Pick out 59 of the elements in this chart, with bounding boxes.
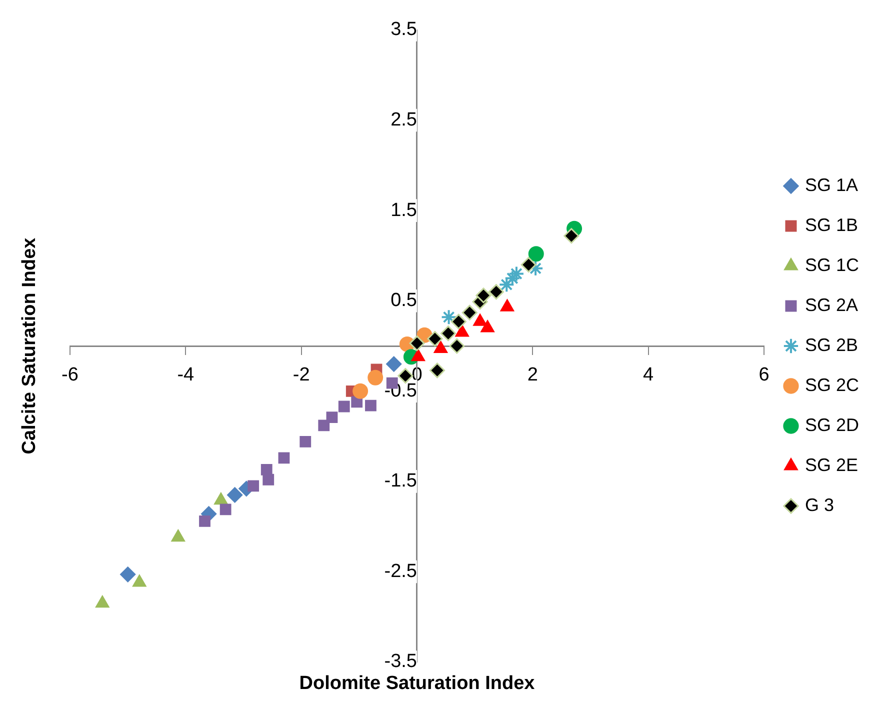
- point: [220, 504, 232, 516]
- point: [564, 228, 580, 244]
- y-tick-label: 3.5: [390, 19, 417, 40]
- legend-label: G 3: [804, 494, 834, 515]
- point: [488, 284, 504, 300]
- y-axis-title: Calcite Saturation Index: [19, 237, 40, 454]
- point: [132, 574, 146, 587]
- point: [528, 246, 544, 262]
- legend-label: SG 1C: [804, 254, 860, 275]
- point: [300, 436, 312, 448]
- point: [368, 370, 384, 386]
- y-tick-label: -2.5: [384, 560, 417, 582]
- point: [96, 596, 110, 608]
- point: [262, 474, 274, 486]
- point: [386, 356, 402, 372]
- point: [278, 452, 290, 464]
- x-tick-label: 4: [643, 364, 654, 386]
- point: [199, 515, 210, 527]
- point: [326, 412, 338, 424]
- point: [520, 256, 536, 272]
- point: [429, 362, 445, 378]
- point: [260, 464, 272, 476]
- point: [427, 331, 443, 347]
- x-tick-label: -2: [292, 364, 310, 386]
- y-tick-label: 1.5: [390, 200, 417, 221]
- x-axis-title: Dolomite Saturation Index: [299, 673, 536, 694]
- point: [214, 492, 228, 505]
- y-tick-label: 0.5: [390, 290, 417, 312]
- legend-label: SG 1B: [804, 214, 858, 235]
- point: [462, 304, 478, 320]
- x-tick-label: -6: [62, 364, 78, 386]
- point: [528, 260, 544, 276]
- point: [352, 383, 368, 399]
- point: [449, 338, 465, 354]
- legend-label: SG 2A: [804, 294, 858, 315]
- point: [440, 326, 456, 342]
- y-tick-label: 2.5: [390, 110, 417, 131]
- x-tick-label: 2: [527, 364, 538, 386]
- legend-label: SG 2B: [804, 334, 858, 355]
- point: [120, 566, 136, 582]
- point: [450, 314, 466, 330]
- point: [227, 487, 243, 503]
- x-tick-label: 6: [758, 364, 770, 386]
- point: [338, 400, 350, 412]
- legend-label: SG 1A: [804, 174, 858, 195]
- legend-label: SG 2C: [804, 374, 860, 395]
- y-tick-label: -3.5: [384, 651, 417, 672]
- point: [409, 336, 425, 352]
- legend-label: SG 2E: [804, 454, 858, 475]
- point: [171, 530, 185, 542]
- point: [440, 309, 457, 326]
- point: [365, 400, 376, 412]
- point: [508, 266, 524, 282]
- point: [476, 288, 492, 304]
- point: [248, 480, 260, 492]
- point: [318, 420, 330, 432]
- legend-label: SG 2D: [804, 414, 860, 435]
- x-tick-label: -4: [177, 364, 195, 386]
- y-tick-label: -1.5: [384, 470, 417, 492]
